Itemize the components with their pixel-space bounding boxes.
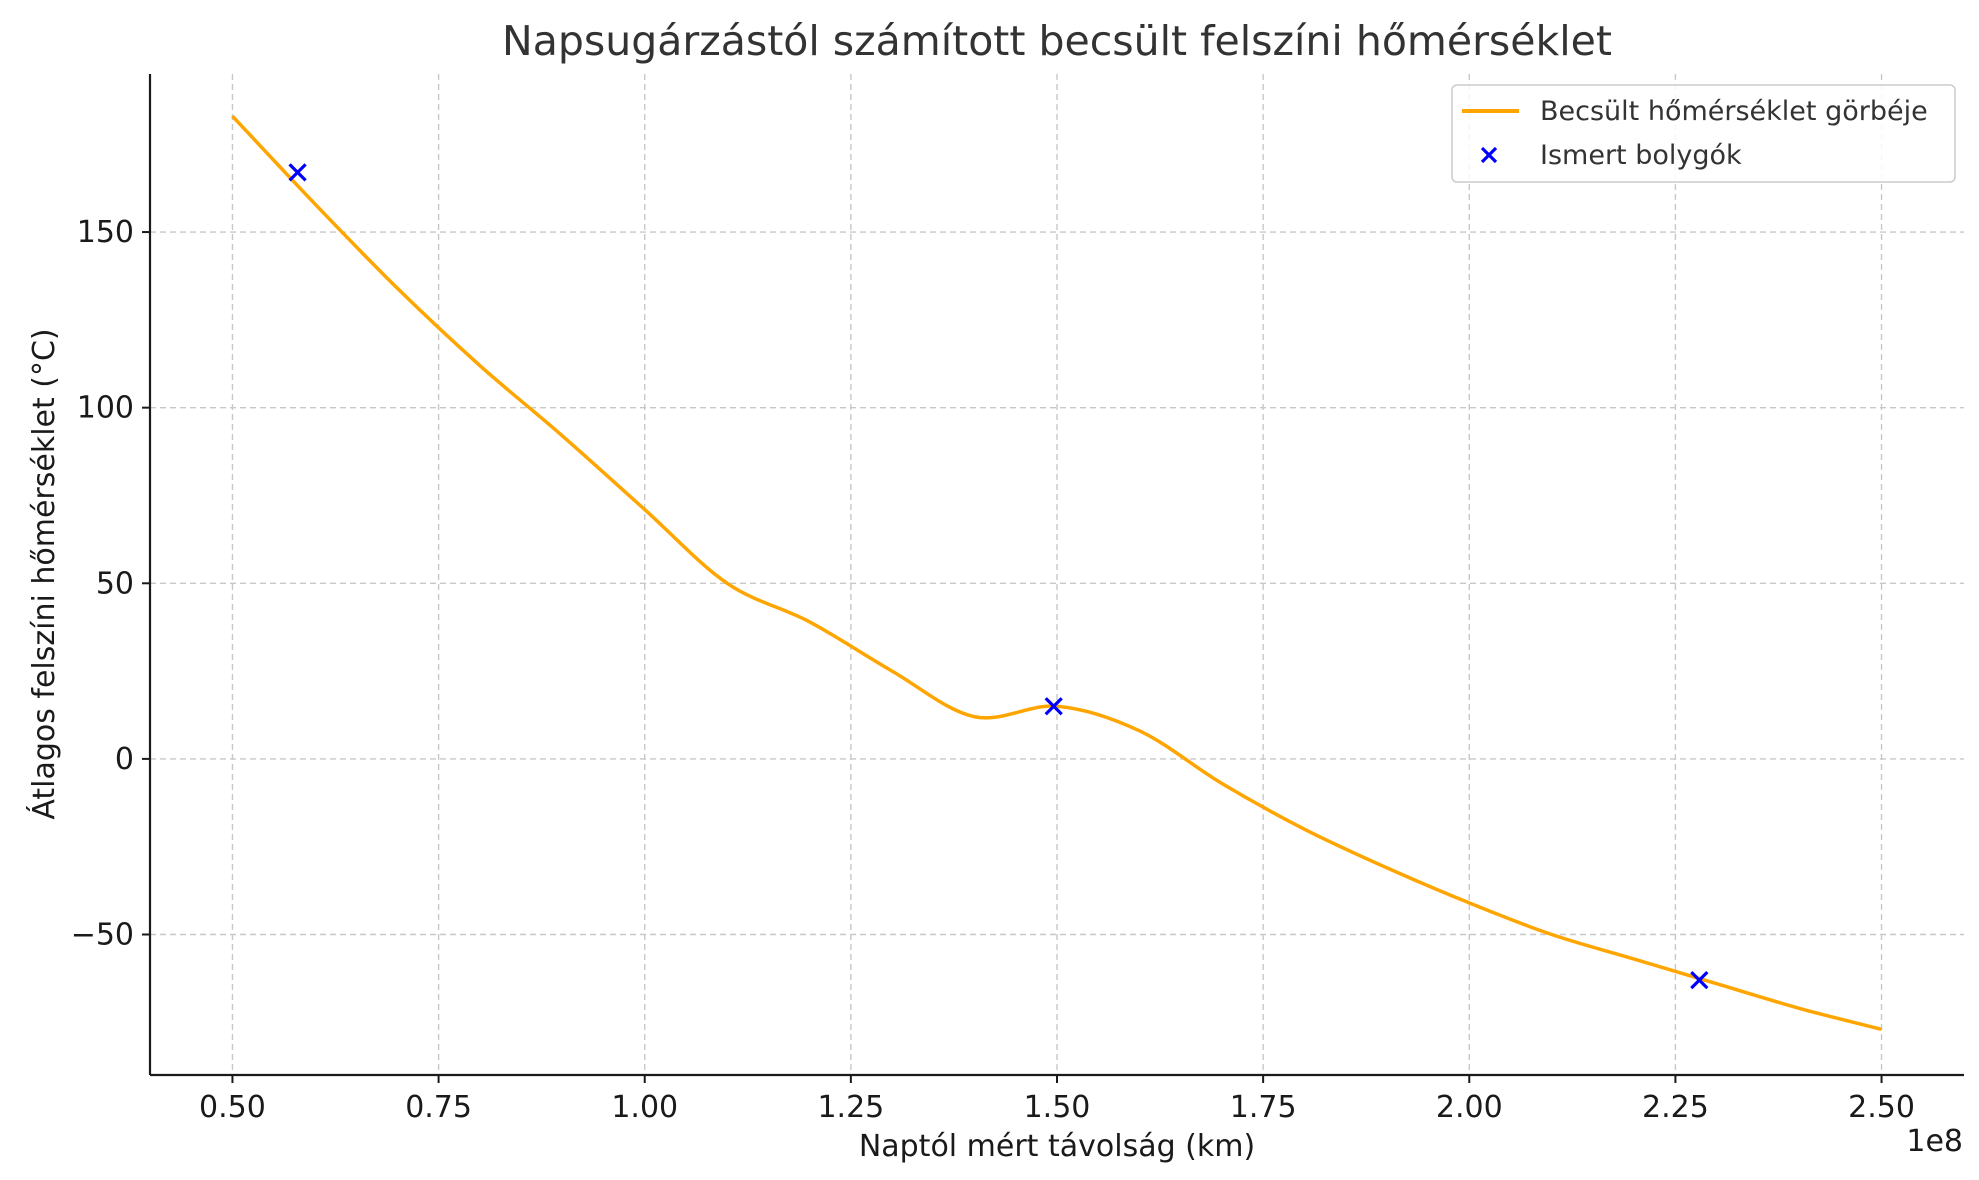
x-tick-label: 1.50 [1024,1090,1091,1125]
x-offset-text: 1e8 [1906,1124,1963,1159]
x-axis-label: Naptól mért távolság (km) [859,1129,1255,1164]
y-tick-label: 50 [96,566,134,601]
y-axis-label: Átlagos felszíni hőmérséklet (°C) [26,328,62,819]
y-tick-label: 0 [115,742,134,777]
legend-entry-planets: Ismert bolygók [1540,140,1742,171]
tick-layer: 0.50 0.75 1.00 1.25 1.50 1.75 2.00 2.25 2.50 −50 0… [71,215,1915,1125]
planet-marker [1044,697,1063,716]
y-tick-label: −50 [71,918,134,953]
planet-marker [1690,971,1709,990]
x-tick-label: 1.00 [611,1090,678,1125]
y-tick-label: 100 [77,391,134,426]
x-tick-label: 2.00 [1436,1090,1503,1125]
series-layer [231,114,1882,1032]
legend-entry-curve: Becsült hőmérséklet görbéje [1540,96,1928,127]
temperature-curve [231,114,1882,1032]
x-tick-label: 2.50 [1848,1090,1915,1125]
y-tick-label: 150 [77,215,134,250]
x-tick-label: 0.75 [405,1090,472,1125]
x-tick-label: 1.25 [817,1090,884,1125]
x-tick-label: 0.50 [199,1090,266,1125]
grid-lines [150,74,1964,1075]
legend-box [1451,84,1956,183]
legend: Becsült hőmérséklet görbéje Ismert bolyg… [1451,84,1956,183]
planet-marker [288,163,307,182]
x-tick-label: 2.25 [1642,1090,1709,1125]
chart-title: Napsugárzástól számított becsült felszín… [502,17,1612,65]
legend-x-marker [1480,146,1498,164]
x-tick-label: 1.75 [1230,1090,1297,1125]
